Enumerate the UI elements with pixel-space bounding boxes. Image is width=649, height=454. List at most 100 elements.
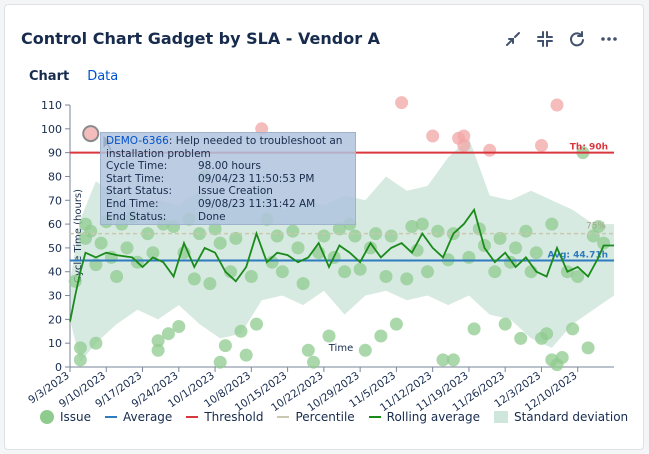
issue-point [467,322,481,336]
tooltip-row: End Time: 09/08/23 11:31:42 AM [106,198,350,211]
tooltip-row: Cycle Time: 98.00 hours [106,160,350,173]
issue-point [519,224,533,238]
legend-threshold[interactable]: Threshold [186,410,263,424]
issue-point [436,353,450,367]
issue-point [421,265,434,279]
average-label: Avg: 44.71h [547,251,608,261]
collapse-icon[interactable] [533,27,557,51]
legend-rolling-average[interactable]: Rolling average [368,410,480,424]
tooltip-value: 09/04/23 11:50:53 PM [198,172,315,185]
issue-point [110,270,124,283]
tooltip-key: Start Status: [106,185,172,198]
legend-label: Average [123,410,173,424]
y-tick-label: 10 [48,337,62,350]
tooltip-issue-link[interactable]: DEMO-6366 [106,135,169,147]
issue-point [296,277,310,291]
issue-point [586,229,600,243]
view-tabs: Chart Data [29,69,118,84]
legend-label: Issue [60,410,92,424]
issue-point [400,272,414,286]
x-axis-label: Time [328,343,353,354]
issue-point [151,343,165,357]
y-tick-label: 50 [48,242,62,255]
issue-point [462,250,476,264]
issue-point [353,262,367,276]
tooltip-heading: DEMO-6366: Help needed to troubleshoot a… [106,135,350,160]
legend-issue[interactable]: Issue [40,410,91,424]
issue-point [509,241,523,255]
legend-standard-deviation[interactable]: Standard deviation [493,410,629,424]
issue-point [332,222,346,236]
legend-issue-swatch [40,410,54,424]
issue-point [234,324,248,338]
issue-point [89,336,103,350]
y-tick-label: 90 [48,147,62,160]
issue-point [208,222,222,236]
issue-point [498,317,512,331]
refresh-icon[interactable] [565,27,589,51]
issue-point [457,129,471,143]
issue-point [73,353,87,367]
legend-label: Percentile [295,410,355,424]
issue-point [161,327,175,341]
issue-point [514,331,528,345]
issue-point [224,265,238,279]
issue-point [291,241,305,255]
more-icon[interactable] [597,27,621,51]
tooltip-value: 09/08/23 11:31:42 AM [198,197,316,210]
issue-point [94,236,108,250]
issue-point [146,246,160,260]
issue-point [250,317,263,331]
issue-point [384,229,398,243]
issue-point [446,353,460,367]
legend-percentile[interactable]: Percentile [277,410,355,424]
y-tick-label: 100 [41,123,62,136]
issue-point [540,327,554,341]
percentile-label: 75% [586,222,606,232]
issue-point [301,343,315,357]
tooltip-key: Start Time: [106,172,165,185]
issue-point [395,96,409,110]
tab-data[interactable]: Data [87,69,119,84]
rolling-average-line [69,207,614,322]
y-axis-label: Cycle Time (hours) [73,189,84,283]
issue-point [431,224,445,238]
issue-point [571,270,585,283]
issue-point [317,229,331,243]
issue-point [265,255,279,269]
issue-point [239,348,253,362]
tooltip-row: Start Status: Issue Creation [106,185,350,198]
issue-point [493,231,507,245]
issue-point [358,343,372,357]
issue-point [218,339,232,353]
tab-chart[interactable]: Chart [29,69,70,84]
issue-point [244,270,258,283]
y-tick-label: 80 [48,170,62,183]
issue-point [592,220,605,233]
issue-point [426,129,440,143]
issue-point [529,246,543,260]
issue-point [203,277,217,291]
issue-point [229,231,243,245]
issue-point [488,265,502,279]
issue-point [270,229,284,243]
issue-point [172,320,186,333]
issue-point [379,270,393,283]
legend-label: Standard deviation [513,410,629,424]
issue-point [581,341,595,355]
tooltip-key: End Status: [106,210,167,223]
issue-point [151,334,165,348]
minimize-icon[interactable] [501,27,525,51]
tooltip-key: End Time: [106,197,159,210]
threshold-label: Th: 90h [570,143,608,153]
y-tick-label: 110 [41,99,62,112]
legend-percentile-swatch [277,416,290,418]
y-tick-label: 20 [48,313,62,326]
issue-point [213,355,227,369]
legend-average[interactable]: Average [105,410,172,424]
legend-stddev-swatch [493,411,508,423]
issue-point [389,317,403,331]
tooltip-row: End Status: Done [106,211,350,224]
issue-point [415,217,429,231]
